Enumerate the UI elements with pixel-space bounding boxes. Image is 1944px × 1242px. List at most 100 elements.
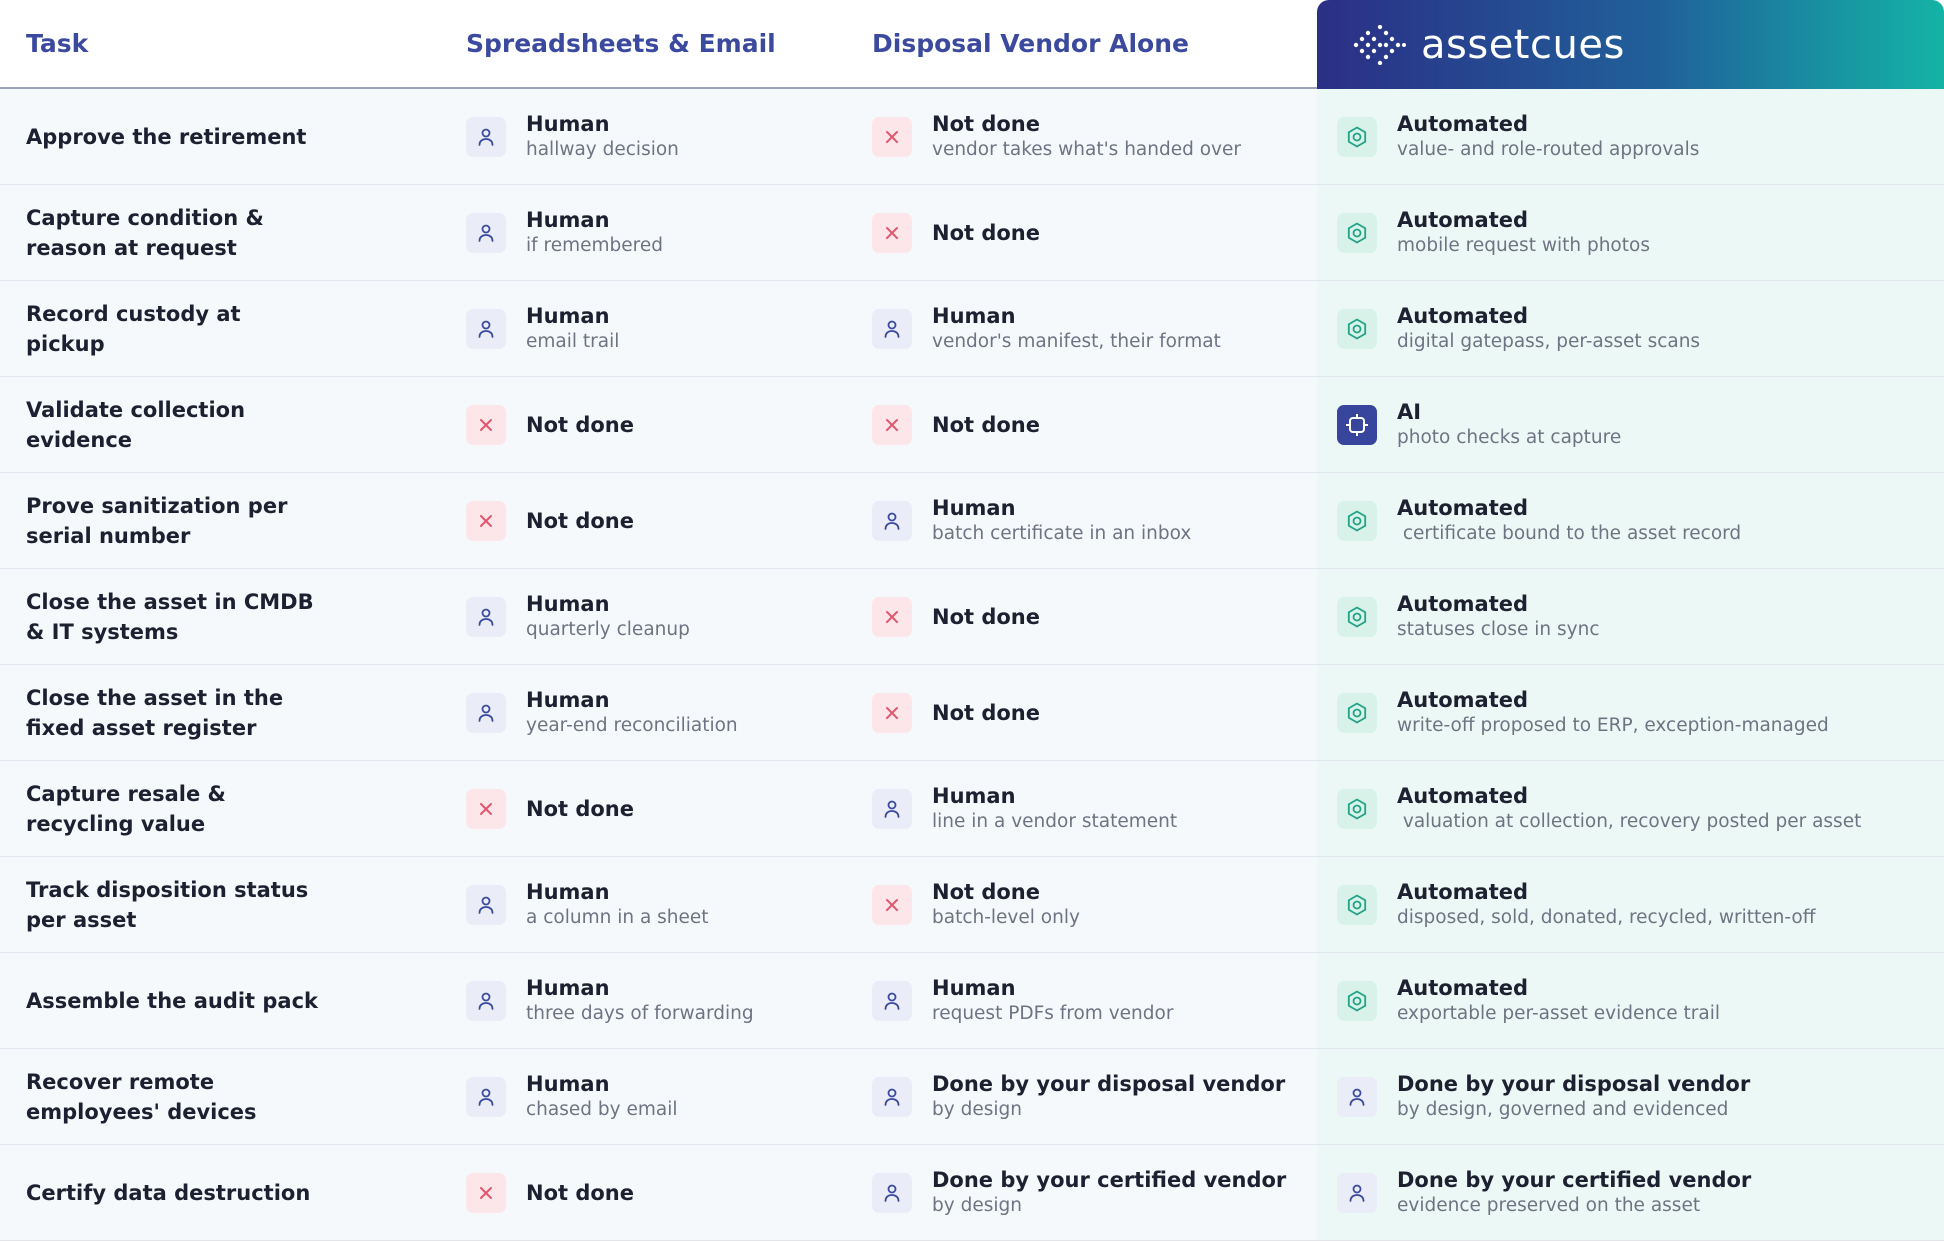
status-cell: Human year-end reconciliation — [446, 665, 862, 761]
status-icon — [872, 1172, 912, 1213]
status-title: Human — [932, 304, 1016, 328]
status-cell: Done by your disposal vendor by design, g… — [1317, 1049, 1944, 1145]
task-label: Close the asset in the fixed asset regis… — [26, 685, 284, 740]
status-title: Automated — [1397, 304, 1529, 328]
status-icon — [872, 692, 912, 733]
status-cell: Not done batch-level only — [862, 857, 1317, 953]
status-title: Automated — [1397, 496, 1529, 520]
status-text: Not done — [932, 604, 1040, 630]
status-text: Human hallway decision — [526, 111, 679, 162]
status-cell: Not done — [862, 377, 1317, 473]
status-icon — [1337, 500, 1377, 541]
status-icon — [1337, 692, 1377, 733]
status-text: Done by your disposal vendor by design, g… — [1397, 1071, 1750, 1122]
status-cell: Not done — [446, 1145, 862, 1241]
status-text: Not done — [526, 508, 634, 534]
status-icon — [1337, 1172, 1377, 1213]
status-text: Human vendor's manifest, their format — [932, 303, 1221, 354]
status-icon — [872, 788, 912, 829]
status-sub: by design, governed and evidenced — [1397, 1099, 1729, 1120]
task-label: Capture resale & recycling value — [26, 781, 226, 836]
status-sub: digital gatepass, per-asset scans — [1397, 331, 1701, 352]
task-cell: Record custody at pickup — [0, 281, 446, 377]
status-title: Automated — [1397, 688, 1529, 712]
status-sub: evidence preserved on the asset — [1397, 1195, 1701, 1216]
status-sub: chased by email — [526, 1099, 678, 1120]
status-cell: Human a column in a sheet — [446, 857, 862, 953]
status-icon — [1337, 980, 1377, 1021]
status-cell: AI photo checks at capture — [1317, 377, 1944, 473]
status-icon — [872, 404, 912, 445]
task-cell: Track disposition status per asset — [0, 857, 446, 953]
status-title: Not done — [932, 604, 1041, 629]
status-cell: Done by your certified vendor evidence pr… — [1317, 1145, 1944, 1241]
status-cell: Human hallway decision — [446, 89, 862, 185]
status-text: Human batch certificate in an inbox — [932, 495, 1191, 546]
status-title: Automated — [1397, 208, 1529, 232]
status-text: Human email trail — [526, 303, 619, 354]
task-label: Prove sanitization per serial number — [26, 493, 288, 548]
status-icon — [466, 980, 506, 1021]
header-vendor: Disposal Vendor Alone — [862, 0, 1317, 89]
status-title: Automated — [1397, 784, 1529, 808]
status-text: Human chased by email — [526, 1071, 677, 1122]
task-label: Record custody at pickup — [26, 301, 241, 356]
status-title: Done by your disposal vendor — [932, 1072, 1286, 1096]
status-icon — [872, 884, 912, 925]
status-cell: Not done — [862, 665, 1317, 761]
status-cell: Human request PDFs from vendor — [862, 953, 1317, 1049]
status-text: Automated valuation at collection, recov… — [1397, 783, 1861, 834]
status-icon — [466, 500, 506, 541]
status-icon — [1337, 308, 1377, 349]
task-cell: Certify data destruction — [0, 1145, 446, 1241]
task-label: Capture condition & reason at request — [26, 205, 264, 260]
task-cell: Prove sanitization per serial number — [0, 473, 446, 569]
status-icon — [872, 308, 912, 349]
status-text: Human quarterly cleanup — [526, 591, 690, 642]
status-icon — [466, 212, 506, 253]
status-icon — [1337, 404, 1377, 445]
status-text: Human if remembered — [526, 207, 663, 258]
status-icon — [466, 116, 506, 157]
status-title: Not done — [932, 112, 1041, 136]
status-text: Not done — [526, 412, 634, 438]
task-cell: Validate collection evidence — [0, 377, 446, 473]
header-brand: assetcues — [1317, 0, 1944, 89]
status-sub: a column in a sheet — [526, 907, 709, 928]
status-title: Human — [526, 880, 610, 904]
status-text: Automated value- and role-routed approval… — [1397, 111, 1699, 162]
status-title: Not done — [526, 796, 635, 821]
status-text: Automated mobile request with photos — [1397, 207, 1650, 258]
status-cell: Automated disposed, sold, donated, recycl… — [1317, 857, 1944, 953]
task-label: Track disposition status per asset — [26, 877, 309, 932]
status-title: Human — [526, 976, 610, 1000]
status-sub: year-end reconciliation — [526, 715, 738, 736]
status-text: Human request PDFs from vendor — [932, 975, 1173, 1026]
status-title: Automated — [1397, 976, 1529, 1000]
status-title: Automated — [1397, 880, 1529, 904]
status-icon — [1337, 116, 1377, 157]
status-title: Human — [932, 496, 1016, 520]
status-sub: statuses close in sync — [1397, 619, 1600, 640]
status-title: Not done — [526, 508, 635, 533]
status-sub: by design — [932, 1099, 1022, 1120]
status-text: Not done batch-level only — [932, 879, 1080, 930]
status-text: Done by your disposal vendor by design — [932, 1071, 1285, 1122]
status-text: Not done — [932, 412, 1040, 438]
status-sub: batch-level only — [932, 907, 1080, 928]
status-text: Done by your certified vendor evidence pr… — [1397, 1167, 1751, 1218]
status-icon — [872, 1076, 912, 1117]
status-sub: if remembered — [526, 235, 663, 256]
status-cell: Human line in a vendor statement — [862, 761, 1317, 857]
status-cell: Human email trail — [446, 281, 862, 377]
status-cell: Human batch certificate in an inbox — [862, 473, 1317, 569]
status-cell: Not done — [862, 569, 1317, 665]
status-title: Human — [526, 304, 610, 328]
status-icon — [872, 116, 912, 157]
status-cell: Automated certificate bound to the asset… — [1317, 473, 1944, 569]
status-title: Not done — [526, 412, 635, 437]
status-icon — [466, 884, 506, 925]
status-cell: Automated exportable per-asset evidence t… — [1317, 953, 1944, 1049]
task-cell: Close the asset in the fixed asset regis… — [0, 665, 446, 761]
